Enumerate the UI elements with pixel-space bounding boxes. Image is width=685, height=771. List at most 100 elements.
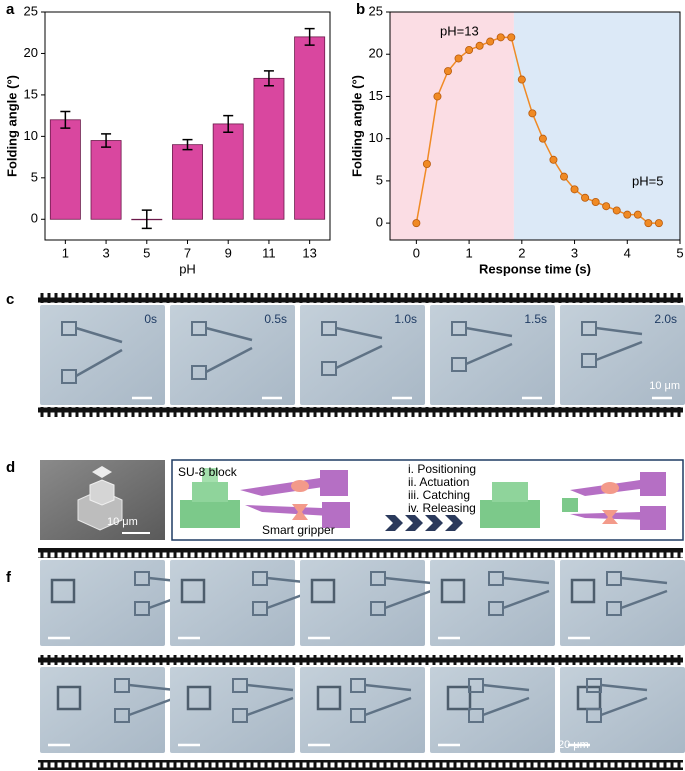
- x-tick-label: 2: [518, 245, 525, 260]
- x-tick-label: 11: [262, 245, 276, 260]
- error-bar: [101, 133, 112, 148]
- error-bar: [263, 70, 274, 87]
- data-point: [486, 37, 495, 46]
- data-point: [654, 219, 663, 228]
- plot-frame: [44, 11, 331, 241]
- panel-label: d: [6, 459, 15, 476]
- sem-image: [40, 460, 165, 540]
- x-tick-label: 4: [624, 245, 631, 260]
- step: ii. Actuation: [408, 475, 469, 489]
- bar: [212, 123, 244, 220]
- micrograph-bg: [430, 305, 555, 405]
- gripper-pad: [114, 708, 130, 723]
- block: [440, 578, 466, 604]
- gripper-arm: [600, 683, 648, 717]
- gripper-arm: [75, 326, 123, 378]
- shaded-region: [390, 12, 514, 240]
- error-bar: [182, 138, 193, 151]
- y-tick-label: 5: [376, 172, 383, 187]
- micrograph: [170, 667, 295, 753]
- block: [50, 578, 76, 604]
- y-tick-label: 20: [24, 45, 38, 60]
- data-point: [412, 219, 421, 228]
- micrograph: [560, 560, 685, 646]
- x-tick-label: 3: [571, 245, 578, 260]
- gripper-pad: [252, 601, 268, 616]
- block: [186, 685, 212, 711]
- schematic-label: SU-8 block: [178, 465, 238, 479]
- gripper-arm: [384, 576, 432, 610]
- data-point: [602, 202, 611, 211]
- micrograph-bg: [40, 305, 165, 405]
- gripper-arm: [128, 683, 176, 717]
- annotation: pH=5: [632, 173, 663, 188]
- film-strip: [38, 548, 683, 558]
- micrograph: [560, 305, 685, 405]
- shaded-region: [513, 12, 680, 240]
- data-point: [612, 206, 621, 215]
- time-label: 0.5s: [264, 312, 287, 326]
- data-point: [633, 210, 642, 219]
- gripper-arm: [335, 326, 383, 370]
- data-point: [644, 219, 653, 228]
- x-tick-label: 1: [465, 245, 472, 260]
- gripper-pad: [321, 361, 337, 376]
- x-tick-label: 13: [302, 245, 316, 260]
- micrograph-bg: [170, 560, 295, 646]
- time-label: 1.0s: [394, 312, 417, 326]
- bar: [253, 77, 285, 220]
- gripper-pad: [61, 369, 77, 384]
- schematic: [171, 459, 684, 541]
- data-point: [591, 197, 600, 206]
- film-strip: [38, 293, 683, 303]
- gripper-arm: [595, 326, 643, 362]
- micrograph-bg: [560, 667, 685, 753]
- y-tick-label: 20: [369, 46, 383, 61]
- x-tick-label: 5: [676, 245, 683, 260]
- gripper-pad: [370, 601, 386, 616]
- micrograph: [560, 667, 685, 753]
- gripper-pad: [232, 708, 248, 723]
- y-tick-label: 10: [369, 130, 383, 145]
- y-tick-label: 5: [31, 169, 38, 184]
- bar: [90, 140, 122, 220]
- data-point: [422, 159, 431, 168]
- gripper-pad: [451, 357, 467, 372]
- micrograph: [170, 560, 314, 646]
- data-point: [433, 92, 442, 101]
- data-point: [454, 54, 463, 63]
- time-label: 1.5s: [524, 312, 547, 326]
- x-tick-label: 5: [143, 245, 150, 260]
- gripper-arm: [482, 683, 530, 717]
- x-tick-label: 9: [225, 245, 232, 260]
- time-label: 0s: [144, 312, 157, 326]
- micrograph: [300, 560, 432, 646]
- data-point: [549, 155, 558, 164]
- y-axis-label: Folding angle (°): [4, 75, 19, 177]
- gripper-pad: [134, 601, 150, 616]
- data-point: [581, 193, 590, 202]
- micrograph: [40, 560, 196, 646]
- gripper-arm: [620, 576, 668, 610]
- film-strip: [38, 655, 683, 665]
- data-point: [623, 210, 632, 219]
- x-axis-label: Response time (s): [479, 261, 591, 276]
- gripper-pad: [350, 708, 366, 723]
- gripper-arm: [364, 683, 412, 717]
- micrograph: [300, 667, 425, 753]
- y-tick-label: 15: [369, 88, 383, 103]
- gripper-pad: [488, 601, 504, 616]
- gripper-arm: [205, 326, 253, 374]
- annotation: pH=13: [440, 23, 479, 38]
- y-tick-label: 15: [24, 86, 38, 101]
- x-tick-label: 1: [62, 245, 69, 260]
- block: [570, 578, 596, 604]
- micrograph: [170, 305, 295, 405]
- y-axis-label: Folding angle (°): [349, 75, 364, 177]
- gripper-pad: [586, 708, 602, 723]
- gripper-arm: [465, 326, 513, 366]
- schematic-label: Smart gripper: [262, 523, 335, 537]
- scale-label: 10 μm: [649, 380, 680, 392]
- panel-label: a: [6, 1, 15, 18]
